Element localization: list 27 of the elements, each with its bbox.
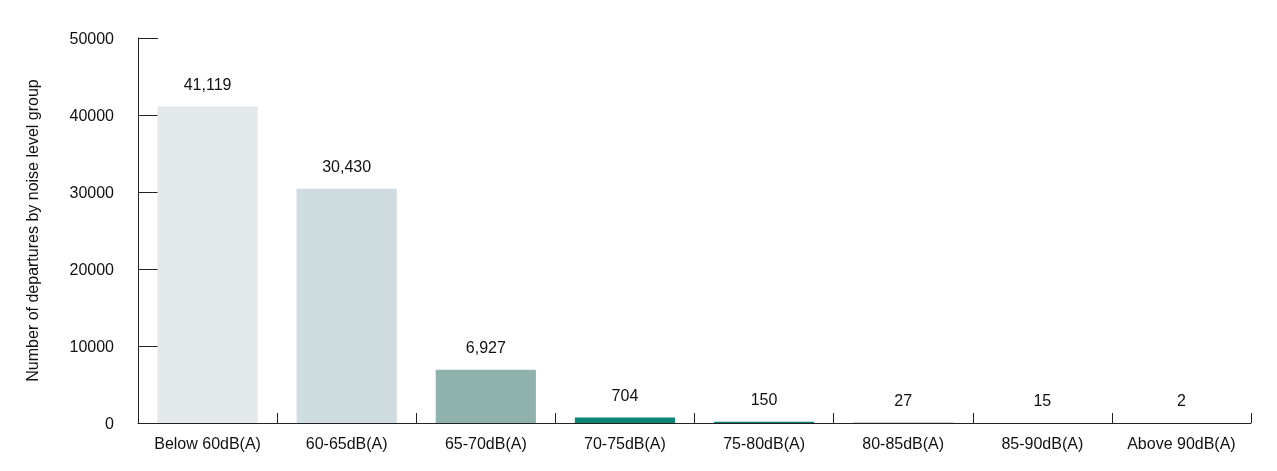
x-tick-label: 65-70dB(A) — [444, 434, 527, 452]
x-tick-label: 80-85dB(A) — [862, 434, 945, 452]
y-tick-label: 50000 — [69, 29, 115, 47]
data-label: 41,119 — [183, 75, 232, 93]
data-label: 150 — [750, 391, 778, 409]
y-tick-label: 40000 — [69, 106, 115, 124]
data-label: 704 — [611, 387, 639, 405]
y-tick-label: 20000 — [69, 260, 115, 278]
bar — [574, 417, 676, 423]
data-label: 15 — [1033, 392, 1052, 410]
y-tick-label: 10000 — [69, 337, 115, 355]
x-tick-label: Below 60dB(A) — [154, 434, 261, 452]
y-tick-label: 0 — [105, 414, 115, 432]
bar — [435, 369, 536, 423]
x-tick-label: 70-75dB(A) — [584, 434, 666, 452]
x-tick-label: Above 90dB(A) — [1127, 434, 1236, 452]
y-axis-title: Number of departures by noise level group — [23, 79, 41, 382]
y-tick-label: 30000 — [69, 183, 115, 201]
data-label: 6,927 — [465, 339, 506, 357]
x-tick-label: 85-90dB(A) — [1001, 434, 1084, 452]
data-label: 27 — [894, 392, 913, 410]
bar — [157, 106, 258, 423]
bar — [296, 188, 397, 423]
data-label: 2 — [1176, 392, 1186, 410]
data-label: 30,430 — [322, 158, 372, 176]
x-tick-label: 60-65dB(A) — [305, 434, 388, 452]
x-tick-label: 75-80dB(A) — [723, 434, 805, 452]
